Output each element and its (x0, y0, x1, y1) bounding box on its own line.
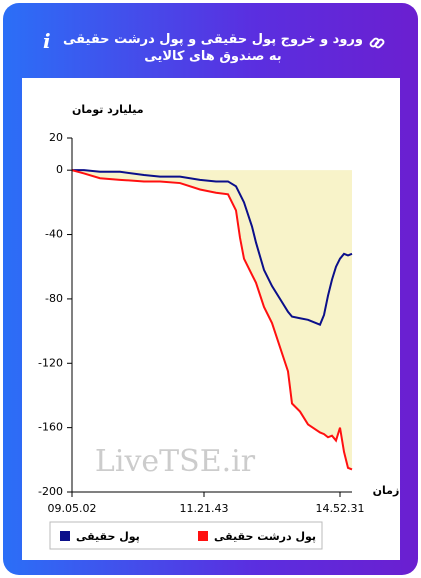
y-tick-label: 0 (56, 163, 63, 176)
area (72, 170, 352, 470)
line (72, 169, 353, 326)
legend-swatch (198, 531, 208, 541)
x-tick-label: 11.21.43 (180, 502, 229, 515)
legend-label: پول حقیقی (76, 530, 140, 543)
watermark: LiveTSE.ir (95, 444, 256, 479)
y-tick-label: 20 (49, 131, 63, 144)
y-axis-label: میلیارد تومان (72, 103, 144, 116)
legend-label: پول درشت حقیقی (214, 530, 316, 543)
legend-swatch (60, 531, 70, 541)
info-icon[interactable]: i (43, 29, 51, 53)
y-tick-label: -200 (38, 485, 63, 498)
y-tick-label: -160 (38, 421, 63, 434)
y-tick-label: -80 (45, 292, 63, 305)
x-tick-label: 09.05.02 (48, 502, 97, 515)
legend-box (49, 521, 323, 550)
link-icon[interactable] (369, 35, 385, 51)
y-tick-label: -40 (45, 228, 63, 241)
x-axis-label: زمان (373, 484, 400, 497)
line (71, 169, 353, 471)
x-tick-label: 14.52.31 (316, 502, 365, 515)
y-tick-label: -120 (38, 356, 63, 369)
chart-title: ورود و خروج پول حقیقی و پول درشت حقیقی ب… (63, 32, 363, 64)
